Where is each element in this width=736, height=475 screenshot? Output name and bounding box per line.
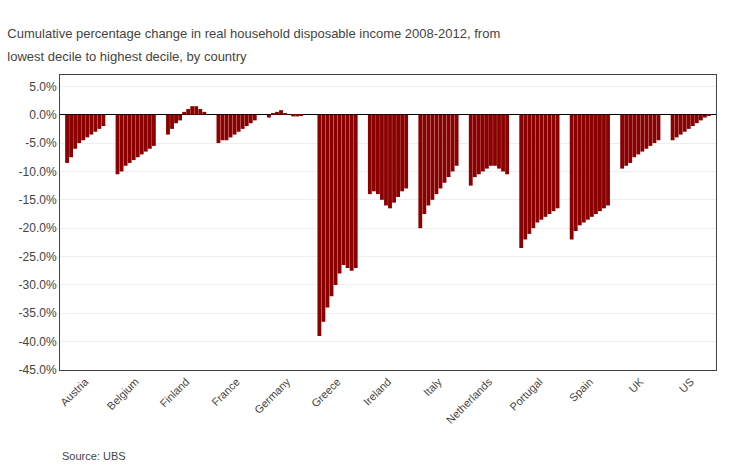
svg-text:-5.0%: -5.0% [25,136,57,150]
svg-text:US: US [677,376,696,395]
svg-text:lowest decile to highest decil: lowest decile to highest decile, by coun… [7,49,247,64]
svg-text:UK: UK [626,375,646,395]
svg-text:-20.0%: -20.0% [19,221,57,235]
svg-text:-10.0%: -10.0% [19,165,57,179]
svg-text:Finland: Finland [157,376,191,410]
svg-text:-35.0%: -35.0% [19,306,57,320]
svg-text:Italy: Italy [421,375,444,398]
svg-text:5.0%: 5.0% [29,80,57,94]
svg-text:Source: UBS: Source: UBS [62,450,126,462]
svg-text:Netherlands: Netherlands [444,375,495,426]
svg-text:Austria: Austria [58,375,91,408]
svg-text:-40.0%: -40.0% [19,335,57,349]
svg-text:Belgium: Belgium [104,376,141,413]
svg-text:-15.0%: -15.0% [19,193,57,207]
svg-text:Spain: Spain [567,376,595,404]
svg-text:Ireland: Ireland [361,376,393,408]
svg-text:Germany: Germany [252,375,293,416]
svg-text:0.0%: 0.0% [29,108,57,122]
svg-text:-25.0%: -25.0% [19,250,57,264]
svg-text:Portugal: Portugal [507,376,544,413]
svg-text:-30.0%: -30.0% [19,278,57,292]
svg-text:-45.0%: -45.0% [19,363,57,377]
svg-text:Greece: Greece [309,376,343,410]
svg-text:France: France [209,376,242,409]
svg-text:Cumulative percentage change i: Cumulative percentage change in real hou… [7,26,500,41]
